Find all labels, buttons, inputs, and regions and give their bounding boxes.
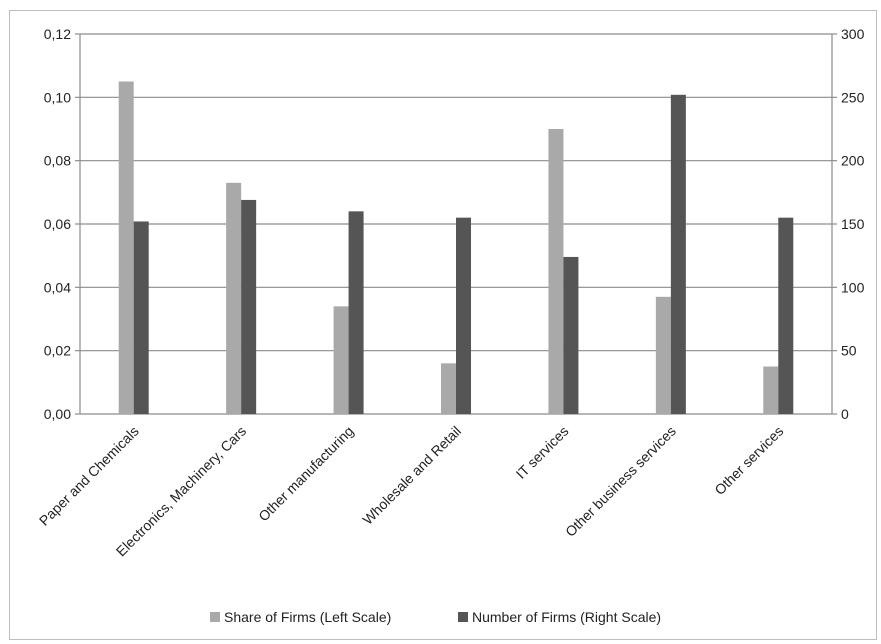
bar-number-of-firms (456, 217, 471, 414)
y-left-tick-label: 0,12 (44, 26, 71, 42)
bar-number-of-firms (563, 256, 579, 414)
x-category-label: Other services (711, 423, 786, 498)
y-right-tick-label: 0 (841, 406, 849, 422)
y-left-tick-label: 0,04 (44, 279, 71, 295)
y-right-tick-label: 50 (841, 343, 857, 359)
x-category-label: Electronics, Machinery, Cars (113, 423, 250, 560)
chart-frame (9, 10, 877, 640)
legend-swatch (458, 612, 468, 622)
y-left-tick-label: 0,00 (44, 406, 71, 422)
bar-number-of-firms (133, 221, 149, 414)
y-left-tick-label: 0,02 (44, 343, 71, 359)
x-category-label: Other business services (562, 423, 679, 540)
bar-share-of-firms (333, 306, 349, 414)
x-category-label: Wholesale and Retail (359, 423, 464, 528)
legend-swatch (210, 612, 220, 622)
bar-share-of-firms (548, 129, 564, 414)
y-right-tick-label: 300 (841, 26, 865, 42)
legend-label: Number of Firms (Right Scale) (472, 609, 661, 625)
bar-number-of-firms (670, 94, 686, 415)
bar-share-of-firms (655, 296, 671, 414)
y-right-tick-label: 200 (841, 153, 865, 169)
bar-share-of-firms (226, 182, 242, 414)
bar-share-of-firms (763, 366, 779, 414)
y-left-tick-label: 0,06 (44, 216, 71, 232)
y-left-tick-label: 0,08 (44, 153, 71, 169)
bar-number-of-firms (778, 217, 794, 414)
x-category-label: Other manufacturing (255, 423, 357, 525)
y-left-tick-label: 0,10 (44, 89, 71, 105)
x-category-label: IT services (513, 423, 572, 482)
bar-number-of-firms (241, 199, 257, 414)
y-right-tick-label: 150 (841, 216, 865, 232)
bar-number-of-firms (348, 211, 364, 414)
y-right-tick-label: 250 (841, 89, 865, 105)
bar-share-of-firms (118, 81, 134, 414)
bar-share-of-firms (441, 363, 456, 414)
legend-label: Share of Firms (Left Scale) (224, 609, 391, 625)
x-category-label: Paper and Chemicals (36, 423, 142, 529)
y-right-tick-label: 100 (841, 279, 865, 295)
